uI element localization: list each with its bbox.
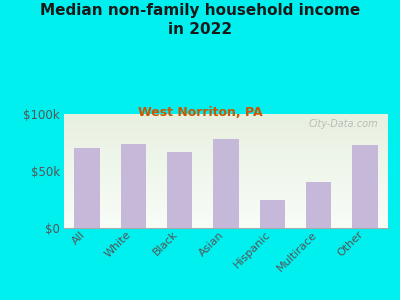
Bar bbox=[260, 200, 285, 228]
Bar bbox=[121, 144, 146, 228]
Text: City-Data.com: City-Data.com bbox=[309, 118, 378, 129]
Bar bbox=[74, 148, 100, 228]
Text: West Norriton, PA: West Norriton, PA bbox=[138, 106, 262, 119]
Bar bbox=[167, 152, 192, 228]
Bar bbox=[352, 145, 378, 228]
Bar bbox=[306, 182, 331, 228]
Text: Median non-family household income
in 2022: Median non-family household income in 20… bbox=[40, 3, 360, 37]
Bar bbox=[213, 139, 239, 228]
